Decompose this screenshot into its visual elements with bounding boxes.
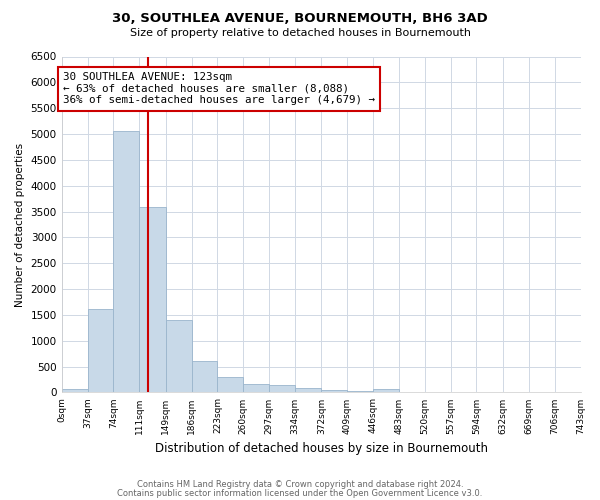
- Bar: [113, 131, 139, 392]
- Bar: [62, 388, 88, 392]
- Y-axis label: Number of detached properties: Number of detached properties: [15, 142, 25, 306]
- X-axis label: Distribution of detached houses by size in Bournemouth: Distribution of detached houses by size …: [155, 442, 488, 455]
- Bar: [191, 362, 217, 392]
- Text: Size of property relative to detached houses in Bournemouth: Size of property relative to detached ho…: [130, 28, 470, 38]
- Bar: [166, 320, 191, 392]
- Text: 30 SOUTHLEA AVENUE: 123sqm
← 63% of detached houses are smaller (8,088)
36% of s: 30 SOUTHLEA AVENUE: 123sqm ← 63% of deta…: [63, 72, 375, 105]
- Bar: [139, 208, 166, 392]
- Text: Contains HM Land Registry data © Crown copyright and database right 2024.: Contains HM Land Registry data © Crown c…: [137, 480, 463, 489]
- Bar: [269, 385, 295, 392]
- Bar: [217, 377, 243, 392]
- Bar: [347, 391, 373, 392]
- Bar: [295, 388, 322, 392]
- Text: Contains public sector information licensed under the Open Government Licence v3: Contains public sector information licen…: [118, 488, 482, 498]
- Bar: [88, 308, 113, 392]
- Bar: [373, 390, 399, 392]
- Text: 30, SOUTHLEA AVENUE, BOURNEMOUTH, BH6 3AD: 30, SOUTHLEA AVENUE, BOURNEMOUTH, BH6 3A…: [112, 12, 488, 26]
- Bar: [322, 390, 347, 392]
- Bar: [243, 384, 269, 392]
